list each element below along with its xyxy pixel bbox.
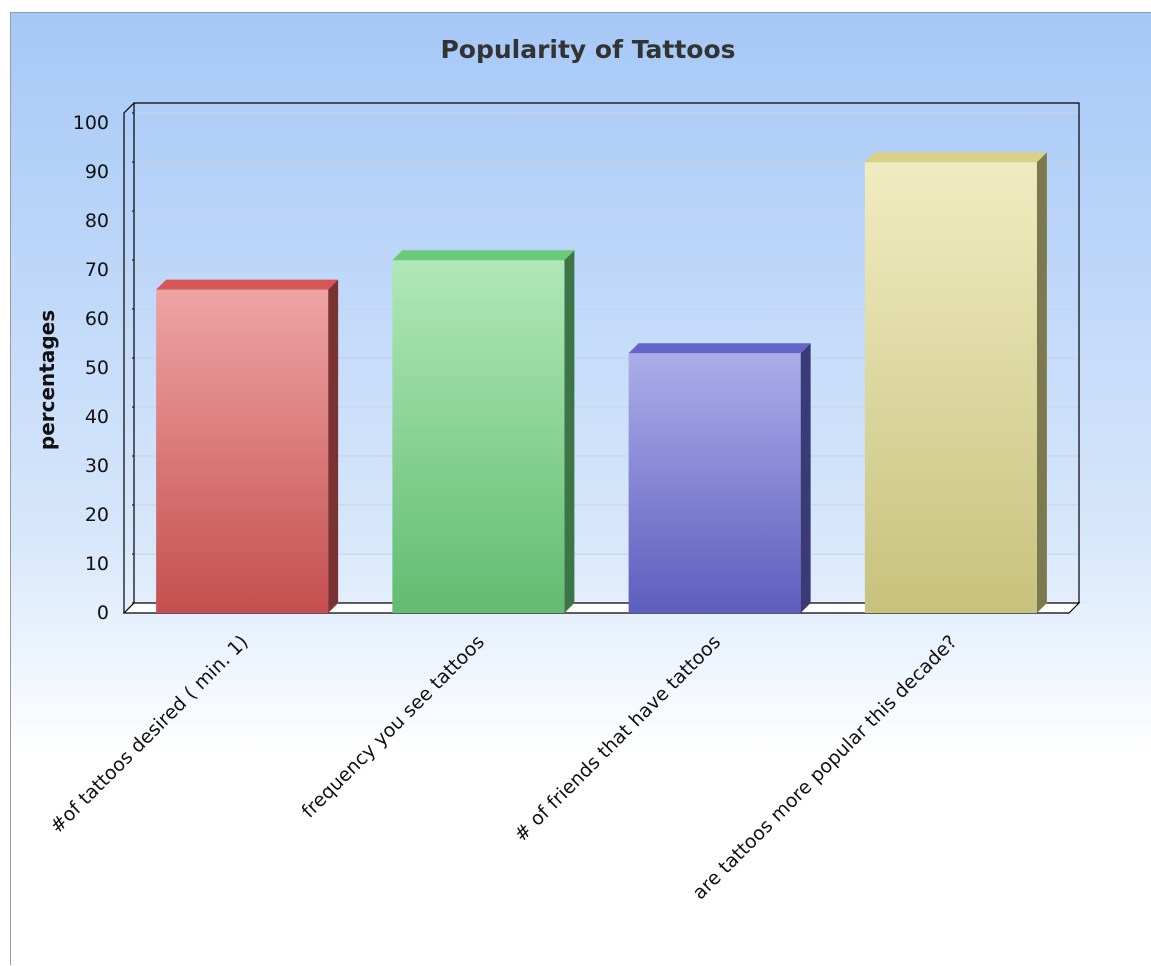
y-tick-label: 70 [85, 259, 109, 281]
bar-side [564, 250, 575, 613]
back-wall-frame [133, 102, 1080, 603]
bar-side [800, 343, 811, 613]
bar-top [864, 152, 1047, 163]
bar [156, 279, 339, 613]
bar-top [156, 279, 339, 290]
bar-front [864, 162, 1037, 613]
side-wall-frame [123, 102, 135, 613]
bar-side [328, 279, 339, 613]
bar-front [392, 260, 565, 613]
y-tick-label: 80 [85, 210, 109, 232]
bar [628, 343, 811, 613]
y-axis-label: percentages [35, 310, 59, 450]
bar-chart: Popularity of Tattoos percentages 0 10 20 3… [11, 13, 1151, 966]
y-tick-label: 100 [73, 112, 109, 134]
bar-top [392, 250, 575, 261]
y-tick-label: 90 [85, 161, 109, 183]
bar-front [628, 353, 801, 613]
bar-side [1036, 152, 1047, 613]
bar-front [156, 289, 329, 613]
y-tick-label: 30 [85, 455, 109, 477]
chart-frame: Popularity of Tattoos percentages 0 10 20 3… [10, 12, 1151, 966]
chart-title: Popularity of Tattoos [440, 35, 735, 64]
y-tick-label: 0 [97, 602, 109, 624]
y-tick-label: 40 [85, 406, 109, 428]
y-tick-label: 10 [85, 553, 109, 575]
bar [392, 250, 575, 613]
bar-top [628, 343, 811, 354]
y-tick-label: 50 [85, 357, 109, 379]
y-tick-label: 60 [85, 308, 109, 330]
y-tick-label: 20 [85, 504, 109, 526]
bar [864, 152, 1047, 613]
